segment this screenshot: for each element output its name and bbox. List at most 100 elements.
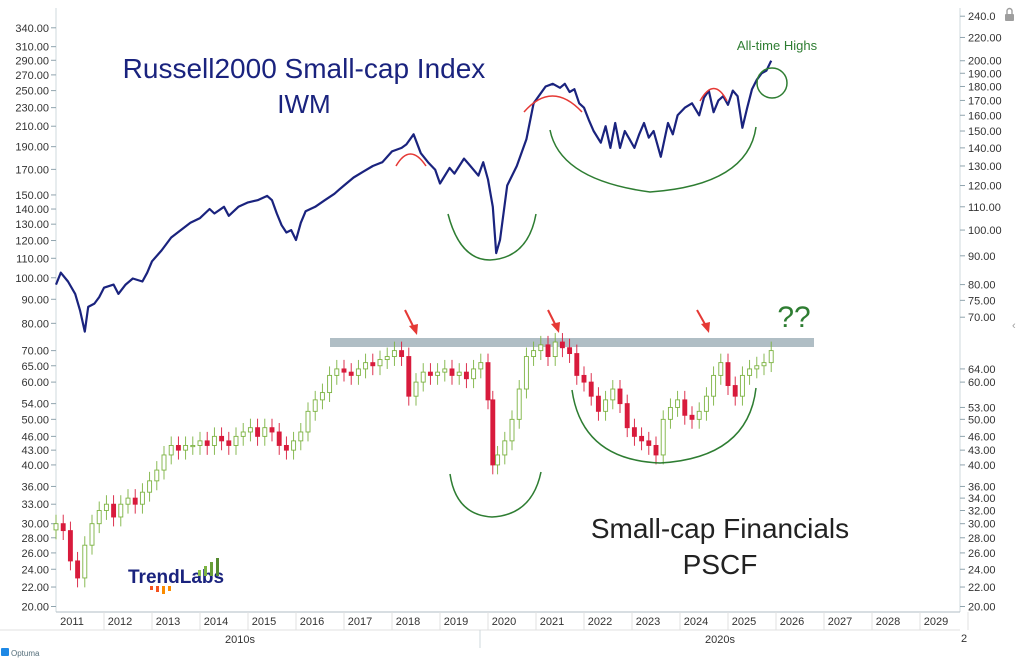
- trendlabs-logo: TrendLabs: [128, 558, 224, 594]
- candle: [523, 347, 529, 399]
- candle: [406, 347, 412, 406]
- page-indicator[interactable]: 2: [961, 633, 967, 645]
- candle: [427, 363, 433, 385]
- left-tick-label: 46.00: [21, 431, 49, 443]
- year-label: 2017: [348, 616, 372, 628]
- right-tick-label: 190.00: [968, 68, 1002, 80]
- candle: [413, 373, 419, 406]
- iwm-price-line: [54, 60, 773, 333]
- candle: [312, 390, 318, 421]
- candle: [168, 436, 174, 465]
- candle: [768, 341, 774, 373]
- logo-bar: [204, 566, 207, 576]
- candle: [255, 418, 261, 446]
- candle: [226, 431, 232, 455]
- right-tick-label: 90.00: [968, 251, 996, 263]
- left-tick-label: 80.00: [21, 318, 49, 330]
- svg-text:TrendLabs: TrendLabs: [128, 567, 224, 588]
- left-y-axis: 20.00 22.00 24.00 26.00 28.00 30.00 33.00 36.00…: [15, 23, 56, 614]
- candle: [269, 418, 275, 442]
- x-axis-years: 2011 2012 2013 2014 2015 2016 2017 2018 2019 2020…: [60, 612, 969, 630]
- arrow-2024: [696, 309, 710, 333]
- candle: [617, 380, 623, 414]
- year-label: 2011: [60, 616, 84, 628]
- right-tick-label: 180.00: [968, 81, 1002, 93]
- right-tick-label-lower: 64.00: [968, 364, 996, 376]
- candle: [327, 366, 333, 402]
- candle: [247, 418, 253, 442]
- candle: [154, 461, 160, 491]
- candle: [233, 427, 239, 455]
- candle: [219, 427, 225, 451]
- pscf-arc-green-2022-2025: [571, 387, 757, 464]
- logo-bar: [198, 570, 201, 576]
- ath-circle: [756, 67, 788, 99]
- candle: [111, 495, 117, 527]
- candle: [761, 353, 767, 376]
- left-tick-label: 50.00: [21, 414, 49, 426]
- left-tick-label: 36.00: [21, 481, 49, 493]
- candle: [581, 366, 587, 392]
- right-tick-label: 200.00: [968, 56, 1002, 68]
- candle: [574, 344, 580, 385]
- right-tick-label-lower: 30.00: [968, 519, 996, 531]
- candle: [696, 402, 702, 429]
- candle: [610, 380, 616, 410]
- right-tick-label: 140.00: [968, 143, 1002, 155]
- logo-bar: [156, 586, 159, 592]
- left-tick-label: 140.00: [15, 204, 49, 216]
- left-tick-label: 65.00: [21, 361, 49, 373]
- year-label: 2028: [876, 616, 900, 628]
- candle: [67, 521, 73, 571]
- candle: [118, 495, 124, 527]
- collapse-chevron-icon[interactable]: ‹: [1012, 320, 1016, 332]
- right-tick-label-lower: 46.00: [968, 431, 996, 443]
- candle: [538, 335, 544, 361]
- candle: [739, 366, 745, 406]
- candle: [420, 363, 426, 392]
- right-tick-label: 220.00: [968, 32, 1002, 44]
- right-tick-label: 130.00: [968, 161, 1002, 173]
- candle: [682, 390, 688, 425]
- candle: [211, 427, 217, 455]
- candle: [262, 418, 268, 446]
- candle: [754, 356, 760, 379]
- left-tick-label: 90.00: [21, 294, 49, 306]
- left-tick-label: 28.00: [21, 533, 49, 545]
- ath-label: All-time Highs: [737, 38, 818, 53]
- candle: [703, 387, 709, 421]
- candle: [319, 383, 325, 410]
- candle: [175, 436, 181, 460]
- candle: [490, 390, 496, 475]
- left-tick-label: 210.00: [15, 121, 49, 133]
- left-tick-label: 250.00: [15, 86, 49, 98]
- left-tick-label: 120.00: [15, 236, 49, 248]
- candle: [502, 431, 508, 465]
- optuma-icon: [1, 648, 9, 656]
- candle: [667, 398, 673, 429]
- year-label: 2025: [732, 616, 756, 628]
- candle: [355, 359, 361, 385]
- candle: [545, 335, 551, 366]
- right-tick-label-lower: 40.00: [968, 460, 996, 472]
- right-tick-label-lower: 53.00: [968, 402, 996, 414]
- candle: [147, 471, 153, 502]
- year-label: 2024: [684, 616, 708, 628]
- candle: [675, 390, 681, 417]
- candle: [653, 436, 659, 465]
- right-tick-label-lower: 20.00: [968, 602, 996, 614]
- lock-icon[interactable]: [1005, 7, 1014, 22]
- pscf-title: Small-cap Financials: [591, 513, 849, 544]
- candle: [485, 353, 491, 410]
- candle: [435, 363, 441, 385]
- iwm-arc-green-2020: [447, 213, 537, 261]
- year-label: 2012: [108, 616, 132, 628]
- candle: [60, 514, 66, 541]
- candle: [595, 387, 601, 421]
- resistance-band: [330, 338, 814, 347]
- candle: [183, 436, 189, 460]
- right-tick-label-lower: 24.00: [968, 564, 996, 576]
- question-marks: ??: [777, 301, 810, 334]
- candle: [639, 427, 645, 451]
- left-tick-label: 190.00: [15, 142, 49, 154]
